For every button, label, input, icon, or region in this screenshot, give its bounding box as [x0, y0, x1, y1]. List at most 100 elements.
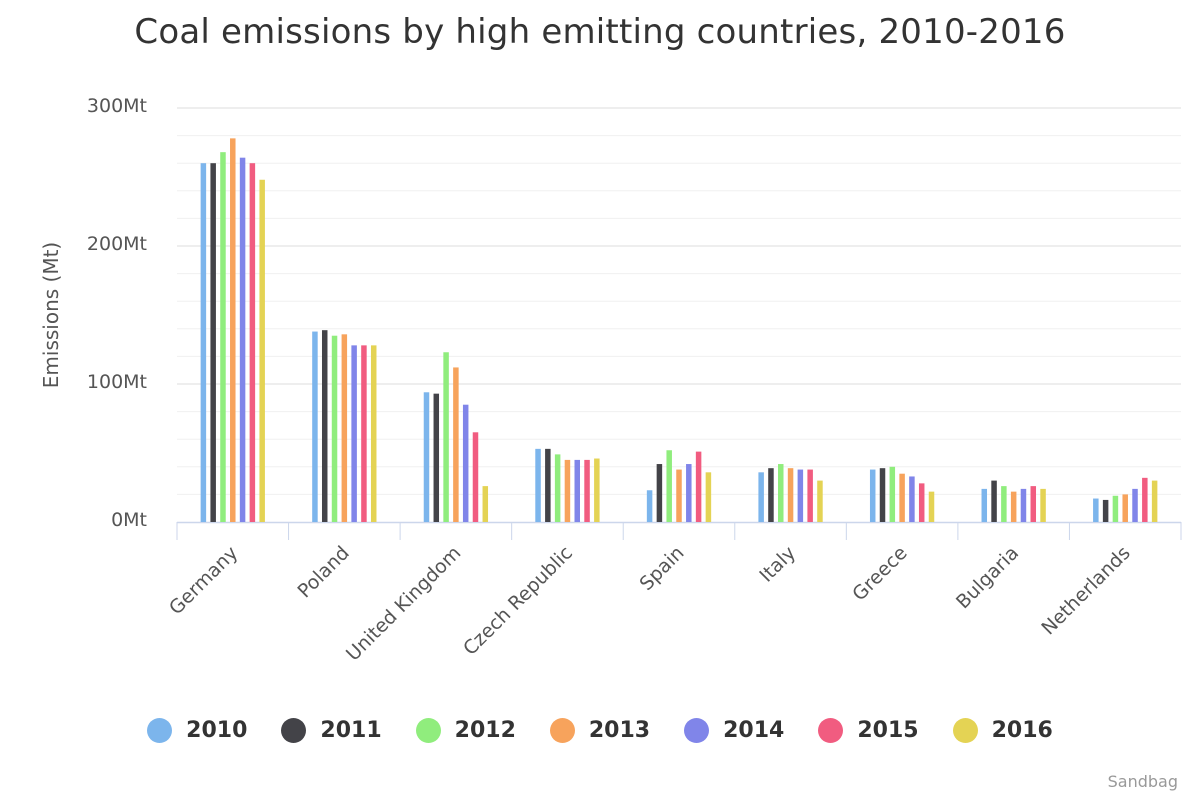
bar-2014-greece[interactable] [909, 476, 915, 522]
bar-2016-spain[interactable] [705, 472, 712, 522]
legend-item-2011[interactable]: 2011 [281, 718, 382, 743]
bar-2012-netherlands[interactable] [1112, 495, 1119, 522]
legend-label: 2015 [857, 718, 919, 743]
bar-2010-netherlands[interactable] [1093, 498, 1099, 522]
y-tick-label: 300Mt [87, 95, 147, 117]
bar-2010-czech-republic[interactable] [535, 448, 541, 522]
legend-marker [952, 718, 978, 743]
chart-legend: 2010 2011 2012 2013 2014 2015 2016 [0, 718, 1200, 743]
legend-item-2013[interactable]: 2013 [549, 718, 651, 743]
bar-2014-italy[interactable] [797, 469, 804, 522]
legend-marker [147, 718, 173, 743]
legend-label: 2011 [320, 718, 382, 743]
bar-2015-greece[interactable] [918, 483, 925, 522]
x-category-label: Poland [293, 542, 353, 602]
bar-2012-united-kingdom[interactable] [443, 352, 449, 522]
bar-2011-germany[interactable] [210, 163, 216, 522]
bar-2010-bulgaria[interactable] [981, 488, 988, 522]
x-category-label: Netherlands [1037, 542, 1134, 639]
bar-2011-spain[interactable] [656, 464, 663, 522]
x-category-label: Bulgaria [952, 542, 1023, 613]
bar-2016-bulgaria[interactable] [1040, 488, 1046, 522]
y-tick-label: 0Mt [111, 509, 147, 531]
bar-2016-czech-republic[interactable] [594, 458, 600, 522]
legend-marker [281, 718, 307, 743]
x-category-label: Greece [848, 542, 911, 605]
legend-item-2016[interactable]: 2016 [952, 718, 1053, 743]
bar-2012-poland[interactable] [331, 335, 338, 522]
x-category-label: Italy [755, 542, 800, 587]
legend-item-2010[interactable]: 2010 [147, 718, 247, 743]
bar-2014-bulgaria[interactable] [1020, 488, 1027, 522]
bar-2015-czech-republic[interactable] [584, 459, 590, 522]
bar-2013-greece[interactable] [899, 473, 905, 522]
bar-2010-germany[interactable] [200, 163, 207, 522]
bar-2012-germany[interactable] [220, 152, 226, 522]
x-category-label: United Kingdom [342, 542, 465, 665]
legend-label: 2016 [991, 718, 1053, 743]
bar-2012-italy[interactable] [778, 464, 784, 522]
bar-2015-poland[interactable] [361, 345, 367, 522]
bar-2011-united-kingdom[interactable] [433, 393, 440, 522]
bar-2010-poland[interactable] [312, 331, 318, 522]
bar-2016-united-kingdom[interactable] [482, 486, 489, 522]
bar-2013-germany[interactable] [230, 138, 236, 523]
legend-item-2014[interactable]: 2014 [684, 718, 784, 743]
legend-item-2012[interactable]: 2012 [415, 718, 516, 743]
bar-2015-germany[interactable] [249, 163, 256, 522]
bar-2012-greece[interactable] [889, 466, 896, 522]
bar-2012-bulgaria[interactable] [1001, 486, 1007, 522]
bar-2016-germany[interactable] [259, 179, 265, 522]
bar-2016-italy[interactable] [817, 480, 823, 522]
bar-2013-netherlands[interactable] [1122, 494, 1128, 522]
bar-2014-spain[interactable] [686, 464, 692, 522]
bar-2015-spain[interactable] [695, 451, 702, 522]
bar-2016-netherlands[interactable] [1151, 480, 1158, 522]
bar-2011-poland[interactable] [321, 330, 328, 522]
bar-2014-poland[interactable] [351, 345, 357, 522]
bar-2013-spain[interactable] [676, 469, 682, 522]
y-axis-title: Emissions (Mt) [39, 242, 63, 388]
bar-2012-czech-republic[interactable] [554, 454, 561, 522]
bar-2014-united-kingdom[interactable] [462, 404, 469, 522]
y-tick-label: 100Mt [87, 371, 147, 393]
chart-credit[interactable]: Sandbag [1107, 772, 1178, 791]
bar-2015-italy[interactable] [807, 469, 813, 522]
bar-2011-czech-republic[interactable] [545, 448, 551, 522]
legend-label: 2013 [588, 718, 651, 743]
bar-2013-italy[interactable] [787, 468, 794, 522]
bar-2013-czech-republic[interactable] [564, 459, 571, 522]
legend-item-2015[interactable]: 2015 [818, 718, 919, 743]
legend-label: 2014 [723, 718, 785, 743]
bar-2010-united-kingdom[interactable] [423, 392, 430, 522]
x-category-label: Spain [635, 542, 688, 595]
bar-2010-greece[interactable] [869, 469, 876, 522]
bar-2011-italy[interactable] [768, 468, 774, 522]
x-category-label: Czech Republic [459, 542, 577, 660]
bar-2016-poland[interactable] [370, 345, 377, 522]
bar-2014-germany[interactable] [239, 157, 246, 522]
bar-2014-czech-republic[interactable] [574, 459, 580, 522]
legend-marker [684, 718, 710, 743]
bar-2015-united-kingdom[interactable] [472, 432, 479, 522]
bar-2016-greece[interactable] [928, 491, 935, 522]
legend-label: 2012 [454, 718, 516, 743]
bar-2011-bulgaria[interactable] [991, 480, 997, 522]
bar-2013-poland[interactable] [341, 334, 348, 522]
legend-marker [549, 718, 575, 743]
bar-2013-united-kingdom[interactable] [453, 367, 459, 522]
bar-2015-bulgaria[interactable] [1030, 486, 1037, 522]
bar-2012-spain[interactable] [666, 450, 672, 522]
bar-2011-greece[interactable] [879, 468, 886, 522]
bar-2010-italy[interactable] [758, 472, 764, 522]
bar-2014-netherlands[interactable] [1132, 488, 1138, 522]
legend-marker [415, 718, 441, 743]
bar-2010-spain[interactable] [646, 490, 653, 522]
chart-title: Coal emissions by high emitting countrie… [134, 12, 1066, 52]
bar-2015-netherlands[interactable] [1142, 477, 1148, 522]
x-category-label: Germany [165, 542, 242, 619]
bar-2011-netherlands[interactable] [1102, 499, 1109, 522]
bar-2013-bulgaria[interactable] [1010, 491, 1017, 522]
